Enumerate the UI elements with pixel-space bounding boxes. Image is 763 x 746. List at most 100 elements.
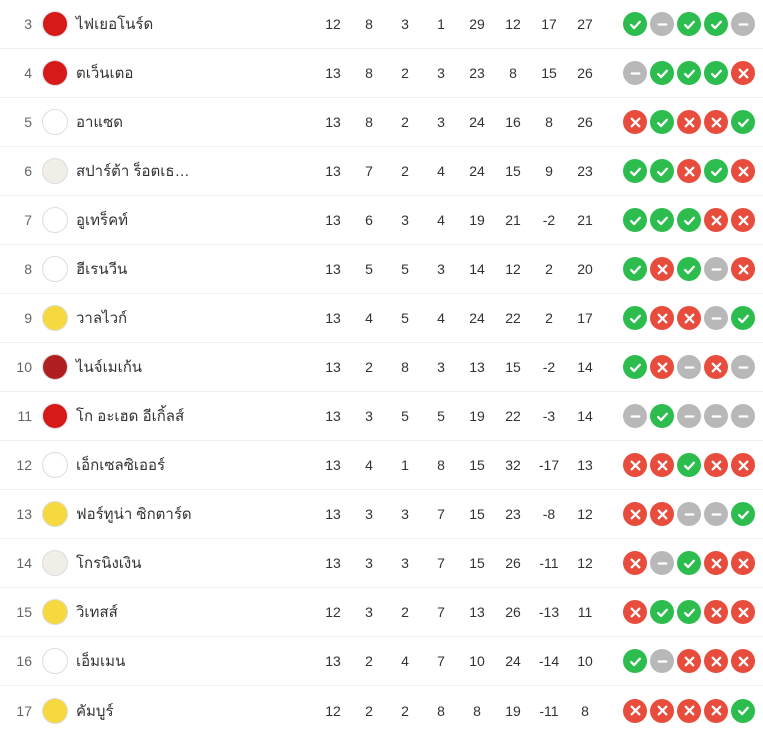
check-icon[interactable] [731,502,755,526]
team-name[interactable]: อาแซด [72,110,315,134]
dash-icon[interactable] [731,12,755,36]
cross-icon[interactable] [650,699,674,723]
table-row[interactable]: 13ฟอร์ทูน่า ซิกตาร์ด133371523-812 [0,490,763,539]
cross-icon[interactable] [704,699,728,723]
cross-icon[interactable] [704,649,728,673]
cross-icon[interactable] [677,110,701,134]
check-icon[interactable] [704,159,728,183]
dash-icon[interactable] [677,404,701,428]
check-icon[interactable] [677,12,701,36]
table-row[interactable]: 10ไนจ์เมเก้น132831315-214 [0,343,763,392]
team-name[interactable]: วิเทสส์ [72,600,315,624]
dash-icon[interactable] [623,61,647,85]
dash-icon[interactable] [623,404,647,428]
check-icon[interactable] [677,61,701,85]
table-row[interactable]: 7อูเทร็คท์136341921-221 [0,196,763,245]
cross-icon[interactable] [677,649,701,673]
cross-icon[interactable] [623,453,647,477]
cross-icon[interactable] [677,699,701,723]
table-row[interactable]: 6สปาร์ต้า ร็อตเธ…137242415923 [0,147,763,196]
dash-icon[interactable] [677,355,701,379]
check-icon[interactable] [623,208,647,232]
team-name[interactable]: เอ็มเมน [72,649,315,673]
cross-icon[interactable] [623,502,647,526]
table-row[interactable]: 17คัมบูร์12228819-118 [0,686,763,735]
team-name[interactable]: โกรนิงเงิน [72,551,315,575]
table-row[interactable]: 16เอ็มเมน132471024-1410 [0,637,763,686]
cross-icon[interactable] [650,502,674,526]
check-icon[interactable] [623,257,647,281]
cross-icon[interactable] [704,208,728,232]
check-icon[interactable] [650,110,674,134]
cross-icon[interactable] [650,306,674,330]
team-name[interactable]: ไนจ์เมเก้น [72,355,315,379]
cross-icon[interactable] [704,110,728,134]
check-icon[interactable] [731,306,755,330]
table-row[interactable]: 11โก อะเฮด อีเกิ้ลส์133551922-314 [0,392,763,441]
table-row[interactable]: 12เอ็กเซลซิเออร์134181532-1713 [0,441,763,490]
dash-icon[interactable] [650,12,674,36]
check-icon[interactable] [731,110,755,134]
table-row[interactable]: 15วิเทสส์123271326-1311 [0,588,763,637]
table-row[interactable]: 3ไฟเยอโนร์ด1283129121727 [0,0,763,49]
table-row[interactable]: 4ตเว็นเตอ138232381526 [0,49,763,98]
cross-icon[interactable] [650,355,674,379]
cross-icon[interactable] [731,159,755,183]
cross-icon[interactable] [623,551,647,575]
check-icon[interactable] [623,306,647,330]
check-icon[interactable] [677,600,701,624]
check-icon[interactable] [650,208,674,232]
cross-icon[interactable] [731,551,755,575]
check-icon[interactable] [677,257,701,281]
cross-icon[interactable] [731,649,755,673]
team-name[interactable]: คัมบูร์ [72,699,315,723]
check-icon[interactable] [650,61,674,85]
cross-icon[interactable] [704,551,728,575]
team-name[interactable]: อูเทร็คท์ [72,208,315,232]
check-icon[interactable] [650,159,674,183]
team-name[interactable]: ตเว็นเตอ [72,61,315,85]
check-icon[interactable] [731,699,755,723]
dash-icon[interactable] [650,649,674,673]
team-name[interactable]: วาลไวก์ [72,306,315,330]
team-name[interactable]: ไฟเยอโนร์ด [72,12,315,36]
team-name[interactable]: โก อะเฮด อีเกิ้ลส์ [72,404,315,428]
dash-icon[interactable] [650,551,674,575]
dash-icon[interactable] [704,502,728,526]
check-icon[interactable] [677,208,701,232]
check-icon[interactable] [704,12,728,36]
cross-icon[interactable] [623,110,647,134]
table-row[interactable]: 8ฮีเรนวีน135531412220 [0,245,763,294]
check-icon[interactable] [677,453,701,477]
dash-icon[interactable] [677,502,701,526]
cross-icon[interactable] [731,453,755,477]
dash-icon[interactable] [731,355,755,379]
table-row[interactable]: 9วาลไวก์134542422217 [0,294,763,343]
cross-icon[interactable] [650,257,674,281]
cross-icon[interactable] [623,600,647,624]
cross-icon[interactable] [650,453,674,477]
cross-icon[interactable] [704,355,728,379]
check-icon[interactable] [623,12,647,36]
check-icon[interactable] [623,355,647,379]
check-icon[interactable] [623,649,647,673]
cross-icon[interactable] [731,208,755,232]
dash-icon[interactable] [704,306,728,330]
check-icon[interactable] [650,600,674,624]
table-row[interactable]: 5อาแซด138232416826 [0,98,763,147]
dash-icon[interactable] [704,404,728,428]
check-icon[interactable] [677,551,701,575]
team-name[interactable]: ฟอร์ทูน่า ซิกตาร์ด [72,502,315,526]
cross-icon[interactable] [623,699,647,723]
team-name[interactable]: สปาร์ต้า ร็อตเธ… [72,159,315,183]
cross-icon[interactable] [677,159,701,183]
check-icon[interactable] [704,61,728,85]
check-icon[interactable] [623,159,647,183]
cross-icon[interactable] [731,257,755,281]
team-name[interactable]: เอ็กเซลซิเออร์ [72,453,315,477]
table-row[interactable]: 14โกรนิงเงิน133371526-1112 [0,539,763,588]
dash-icon[interactable] [731,404,755,428]
cross-icon[interactable] [704,453,728,477]
team-name[interactable]: ฮีเรนวีน [72,257,315,281]
check-icon[interactable] [650,404,674,428]
